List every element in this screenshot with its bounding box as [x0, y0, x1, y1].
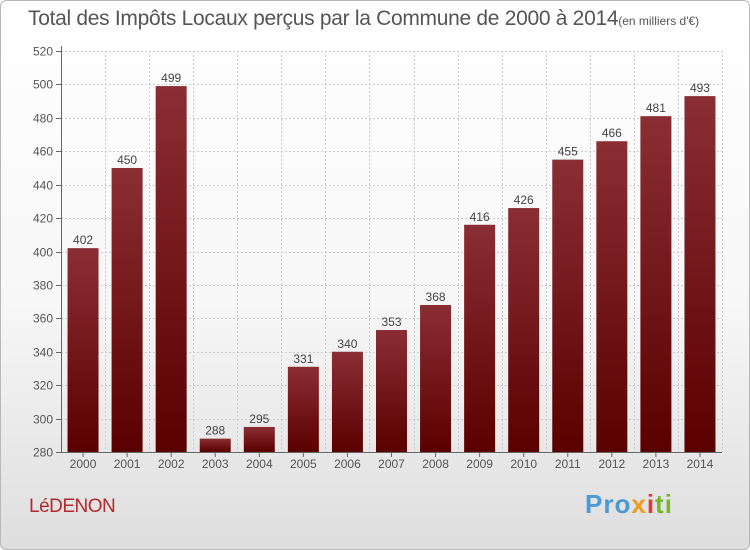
value-label: 416: [470, 210, 490, 224]
bars: [67, 86, 716, 453]
axes: [56, 46, 722, 457]
value-label: 353: [381, 315, 401, 329]
x-tick-label: 2000: [70, 457, 97, 471]
x-tick-label: 2010: [510, 457, 537, 471]
y-tick-label: 320: [33, 379, 53, 393]
x-tick-label: 2014: [687, 457, 714, 471]
y-tick-label: 300: [33, 413, 53, 427]
y-tick-label: 380: [33, 279, 53, 293]
x-tick-label: 2003: [202, 457, 229, 471]
bar-2014: [684, 96, 716, 453]
y-tick-label: 280: [33, 446, 53, 460]
y-tick-label: 420: [33, 212, 53, 226]
labels: 280 300 320 340 360 380 400 420 440 460 480 500 520 4…: [33, 45, 714, 472]
value-label: 340: [337, 337, 357, 351]
logo-part-3: i: [646, 489, 656, 519]
y-tick-label: 400: [33, 246, 53, 260]
y-tick-label: 340: [33, 346, 53, 360]
bar-2008: [420, 304, 452, 452]
value-label: 426: [514, 193, 534, 207]
bar-2007: [376, 330, 407, 452]
value-label: 331: [293, 352, 313, 366]
x-tick-label: 2011: [555, 457, 581, 471]
chart-unit: (en milliers d'€): [618, 14, 700, 28]
value-label: 466: [602, 126, 622, 140]
y-tick-label: 460: [33, 145, 53, 159]
logo-part-1: Pro: [585, 489, 632, 519]
value-label: 295: [249, 412, 269, 426]
chart-title: Total des Impôts Locaux perçus par la Co…: [28, 7, 619, 30]
logo-part-4: ti: [655, 489, 673, 519]
bar-2001: [111, 167, 143, 453]
x-tick-label: 2001: [114, 457, 141, 471]
x-tick-label: 2006: [334, 457, 361, 471]
y-tick-label: 520: [33, 45, 53, 59]
x-tick-label: 2005: [290, 457, 317, 471]
value-label: 455: [558, 145, 578, 159]
x-tick-label: 2012: [598, 457, 625, 471]
x-tick-label: 2004: [246, 457, 273, 471]
bar-2003: [199, 438, 231, 452]
x-tick-label: 2007: [378, 457, 405, 471]
value-label: 481: [646, 101, 666, 115]
y-tick-label: 480: [33, 112, 53, 126]
logo-part-2: x: [631, 489, 647, 519]
x-tick-label: 2002: [158, 457, 185, 471]
bar-2006: [331, 351, 363, 452]
value-label: 493: [690, 81, 710, 95]
commune-name: LéDENON: [29, 496, 116, 517]
bar-2005: [287, 366, 319, 452]
value-label: 402: [73, 233, 93, 247]
value-label: 450: [117, 153, 137, 167]
bar-2011: [552, 159, 584, 452]
value-label: 368: [426, 290, 446, 304]
grid-lines: [61, 51, 723, 452]
x-tick-label: 2008: [422, 457, 449, 471]
bar-2000: [67, 248, 99, 452]
bar-2002: [155, 86, 187, 453]
bar-2004: [243, 426, 275, 452]
y-tick-label: 440: [33, 179, 53, 193]
y-tick-label: 360: [33, 312, 53, 326]
bar-2012: [596, 141, 628, 452]
bar-2010: [508, 208, 540, 452]
bar-2009: [464, 224, 496, 452]
value-label: 288: [205, 424, 225, 438]
bar-2013: [640, 116, 672, 452]
y-tick-label: 500: [33, 78, 53, 92]
chart-title-block: Total des Impôts Locaux perçus par la Co…: [28, 7, 699, 31]
x-tick-label: 2013: [643, 457, 670, 471]
x-tick-label: 2009: [466, 457, 493, 471]
value-label: 499: [161, 71, 181, 85]
proxiti-logo[interactable]: Proxiti: [585, 489, 673, 520]
